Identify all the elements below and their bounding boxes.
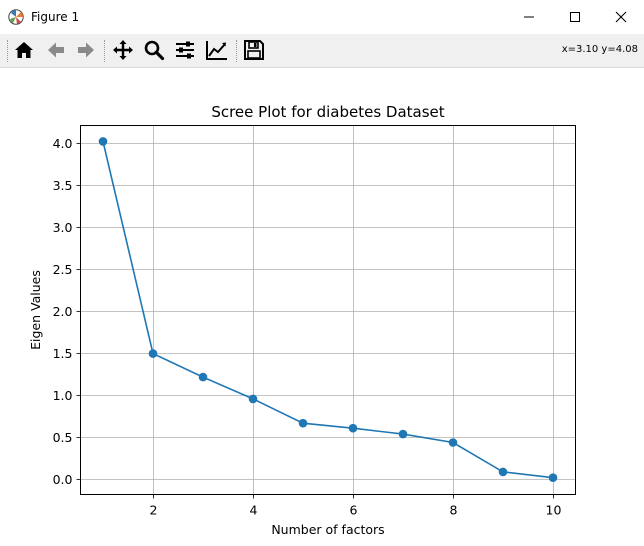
close-button[interactable] — [598, 0, 644, 34]
window-title: Figure 1 — [31, 10, 80, 24]
save-button[interactable] — [242, 38, 266, 62]
home-icon — [15, 42, 33, 58]
y-tick-label: 4.0 — [53, 136, 73, 151]
data-point — [148, 349, 158, 358]
minimize-button[interactable] — [506, 0, 552, 34]
toolbar-separator — [7, 40, 9, 62]
data-point — [498, 467, 508, 477]
chart-title: Scree Plot for diabetes Dataset — [211, 103, 444, 121]
matplotlib-logo-icon — [8, 9, 24, 25]
data-series — [98, 137, 558, 483]
data-point — [198, 372, 208, 382]
y-tick-label: 1.5 — [53, 346, 73, 361]
x-axis-label: Number of factors — [271, 522, 384, 537]
edit-axis-button[interactable] — [205, 38, 229, 62]
y-tick-label: 0.0 — [53, 472, 73, 487]
data-point — [548, 473, 558, 483]
y-tick-label: 0.5 — [53, 430, 73, 445]
data-point — [398, 429, 408, 439]
data-point — [98, 137, 108, 146]
close-icon — [615, 11, 627, 23]
y-tick-label: 2.0 — [53, 304, 73, 319]
data-point — [348, 423, 358, 433]
y-axis-label: Eigen Values — [28, 270, 43, 350]
forward-arrow-icon — [78, 42, 94, 58]
figure-canvas[interactable]: Scree Plot for diabetes Dataset Number o… — [0, 68, 644, 546]
y-tick-label: 2.5 — [53, 262, 73, 277]
maximize-icon — [570, 12, 580, 22]
pan-button[interactable] — [111, 38, 135, 62]
x-tick-label: 4 — [250, 503, 258, 518]
maximize-button[interactable] — [552, 0, 598, 34]
cursor-coordinates: x=3.10 y=4.08 — [561, 44, 638, 55]
data-point — [298, 418, 308, 428]
save-icon — [244, 40, 264, 60]
back-button[interactable] — [44, 38, 68, 62]
configure-subplots-button[interactable] — [173, 38, 197, 62]
plot-area — [80, 125, 576, 495]
data-point — [248, 394, 258, 404]
x-tick-label: 10 — [546, 503, 562, 518]
toolbar-separator — [236, 40, 238, 62]
y-tick-label: 1.0 — [53, 388, 73, 403]
back-arrow-icon — [48, 42, 64, 58]
window-titlebar: Figure 1 — [0, 0, 644, 35]
toolbar-separator — [104, 40, 106, 62]
y-tick-label: 3.5 — [53, 178, 73, 193]
x-tick-label: 8 — [450, 503, 458, 518]
home-button[interactable] — [12, 38, 36, 62]
y-axis-ticks: 0.0 0.5 1.0 1.5 2.0 2.5 3.0 3.5 4.0 — [53, 136, 81, 487]
x-tick-label: 2 — [150, 503, 158, 518]
series-line — [102, 141, 554, 479]
navigation-toolbar: x=3.10 y=4.08 — [0, 34, 644, 68]
pan-icon — [113, 40, 133, 60]
x-tick-label: 6 — [350, 503, 358, 518]
edit-axis-icon — [206, 41, 227, 60]
data-point — [448, 438, 458, 447]
zoom-icon — [144, 40, 165, 61]
configure-subplots-icon — [176, 41, 194, 59]
grid-lines — [80, 125, 576, 495]
forward-button[interactable] — [74, 38, 98, 62]
minimize-icon — [524, 16, 534, 18]
zoom-button[interactable] — [142, 38, 166, 62]
y-tick-label: 3.0 — [53, 220, 73, 235]
x-axis-ticks: 2 4 6 8 10 — [150, 494, 562, 518]
